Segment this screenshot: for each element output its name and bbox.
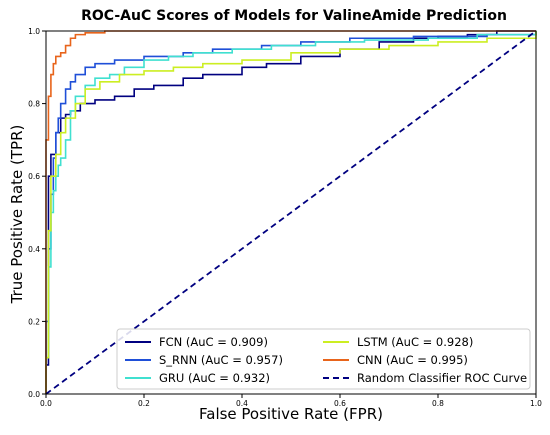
x-axis-label: False Positive Rate (FPR) (199, 405, 383, 423)
y-tick-label: 0.8 (28, 100, 40, 109)
y-tick-label: 1.0 (28, 27, 40, 36)
y-tick-label: 0.2 (28, 317, 40, 326)
legend-label: Random Classifier ROC Curve (357, 371, 527, 385)
legend-label: S_RNN (AuC = 0.957) (159, 353, 283, 367)
x-tick-label: 0.4 (236, 399, 248, 408)
series-line-lstm (45, 31, 537, 394)
chart-title: ROC-AuC Scores of Models for ValineAmide… (81, 8, 507, 24)
x-tick-label: 1.0 (530, 399, 542, 408)
y-tick-label: 0.4 (28, 245, 40, 254)
y-tick-label: 0.6 (28, 172, 40, 181)
x-tick-label: 0.0 (40, 399, 52, 408)
legend-label: FCN (AuC = 0.909) (159, 335, 268, 349)
plot-frame (45, 30, 537, 395)
legend: FCN (AuC = 0.909) S_RNN (AuC = 0.957) GRU … (116, 328, 531, 390)
legend-label: CNN (AuC = 0.995) (357, 353, 468, 367)
y-tick-label: 0.0 (28, 390, 40, 399)
x-tick-label: 0.6 (334, 399, 346, 408)
legend-label: GRU (AuC = 0.932) (159, 371, 270, 385)
legend-label: LSTM (AuC = 0.928) (357, 335, 473, 349)
x-tick-label: 0.8 (432, 399, 444, 408)
y-axis-label: True Positive Rate (TPR) (8, 125, 26, 305)
series-line-gru (45, 31, 537, 394)
x-tick-label: 0.2 (138, 399, 150, 408)
series-line-cnn (45, 30, 536, 394)
